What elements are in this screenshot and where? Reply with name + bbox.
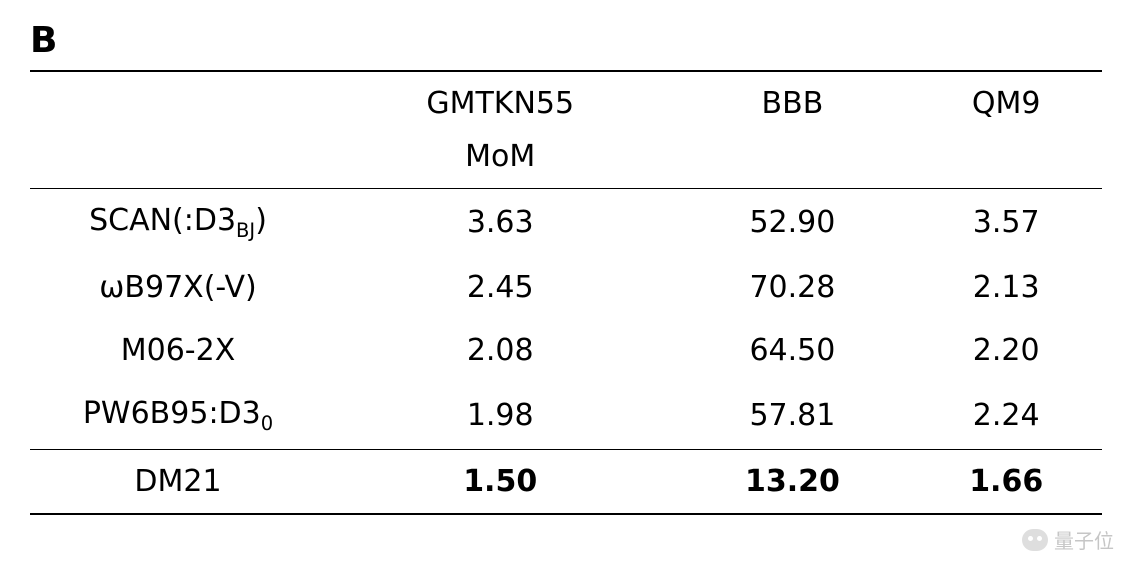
watermark-icon (1022, 529, 1048, 551)
table-subheader-col2 (674, 135, 910, 189)
table-cell: 3.57 (910, 189, 1102, 257)
table-cell: 70.28 (674, 256, 910, 319)
table-cell: 13.20 (674, 450, 910, 515)
table-row: SCAN(:D3BJ)3.6352.903.57 (30, 189, 1102, 257)
table-body: SCAN(:D3BJ)3.6352.903.57ωB97X(-V)2.4570.… (30, 189, 1102, 515)
table-row: M06-2X2.0864.502.20 (30, 319, 1102, 382)
table-subheader-empty (30, 135, 326, 189)
table-cell: 52.90 (674, 189, 910, 257)
table-cell: 2.24 (910, 382, 1102, 450)
table-cell: 1.66 (910, 450, 1102, 515)
row-label: PW6B95:D30 (30, 382, 326, 450)
table-header-empty (30, 71, 326, 135)
row-label: DM21 (30, 450, 326, 515)
table-cell: 2.20 (910, 319, 1102, 382)
table-cell: 64.50 (674, 319, 910, 382)
watermark-text: 量子位 (1054, 525, 1114, 554)
row-label: ωB97X(-V) (30, 256, 326, 319)
watermark: 量子位 (1022, 525, 1114, 554)
panel-label: B (30, 20, 57, 61)
table-subheader-col3 (910, 135, 1102, 189)
benchmark-table: GMTKN55 BBB QM9 MoM SCAN(:D3BJ)3.6352.90… (30, 70, 1102, 515)
table-subheader-row: MoM (30, 135, 1102, 189)
table-header-col1: GMTKN55 (326, 71, 674, 135)
row-label: SCAN(:D3BJ) (30, 189, 326, 257)
table-cell: 1.98 (326, 382, 674, 450)
table-row: PW6B95:D301.9857.812.24 (30, 382, 1102, 450)
table-row: DM211.5013.201.66 (30, 450, 1102, 515)
table-cell: 2.13 (910, 256, 1102, 319)
row-label: M06-2X (30, 319, 326, 382)
table-cell: 57.81 (674, 382, 910, 450)
table-cell: 2.45 (326, 256, 674, 319)
table-row: ωB97X(-V)2.4570.282.13 (30, 256, 1102, 319)
table-header-col3: QM9 (910, 71, 1102, 135)
table-header-row: GMTKN55 BBB QM9 (30, 71, 1102, 135)
table-cell: 1.50 (326, 450, 674, 515)
table-subheader-col1: MoM (326, 135, 674, 189)
table-cell: 2.08 (326, 319, 674, 382)
table-cell: 3.63 (326, 189, 674, 257)
table-header-col2: BBB (674, 71, 910, 135)
